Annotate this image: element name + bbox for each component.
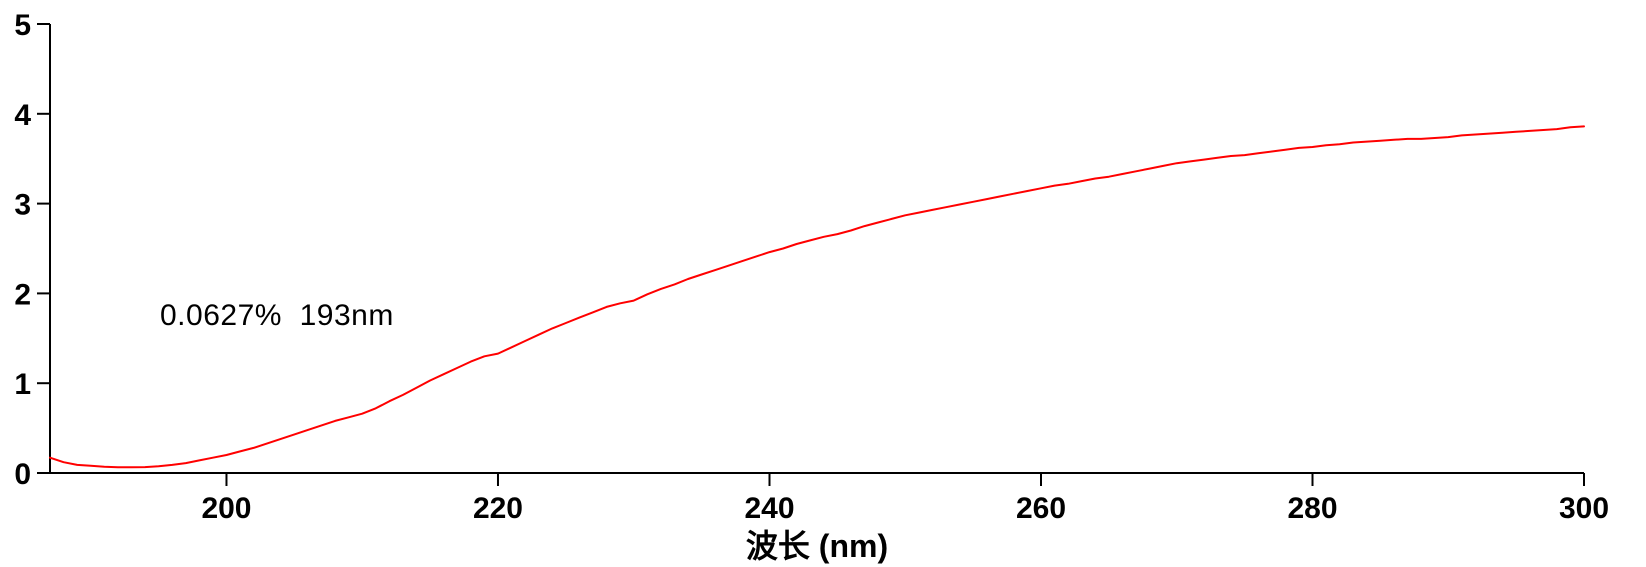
y-tick-label: 0 — [14, 458, 31, 491]
y-tick-label: 2 — [14, 278, 31, 311]
y-tick-label: 5 — [14, 9, 31, 42]
y-tick-label: 4 — [14, 99, 31, 132]
spectrum-curve — [49, 125, 1585, 469]
x-tick-label: 300 — [1559, 492, 1609, 525]
x-tick-label: 280 — [1287, 492, 1337, 525]
y-tick-label: 3 — [14, 189, 31, 222]
x-tick-label: 260 — [1016, 492, 1066, 525]
axis-lines — [49, 24, 1584, 474]
x-tick-label: 220 — [473, 492, 523, 525]
x-tick-label: 240 — [744, 492, 794, 525]
x-tick-label: 200 — [201, 492, 251, 525]
min-transmittance-annotation: 0.0627% 193nm — [160, 299, 394, 332]
y-tick-label: 1 — [14, 368, 31, 401]
x-axis-title: 波长 (nm) — [745, 528, 889, 564]
